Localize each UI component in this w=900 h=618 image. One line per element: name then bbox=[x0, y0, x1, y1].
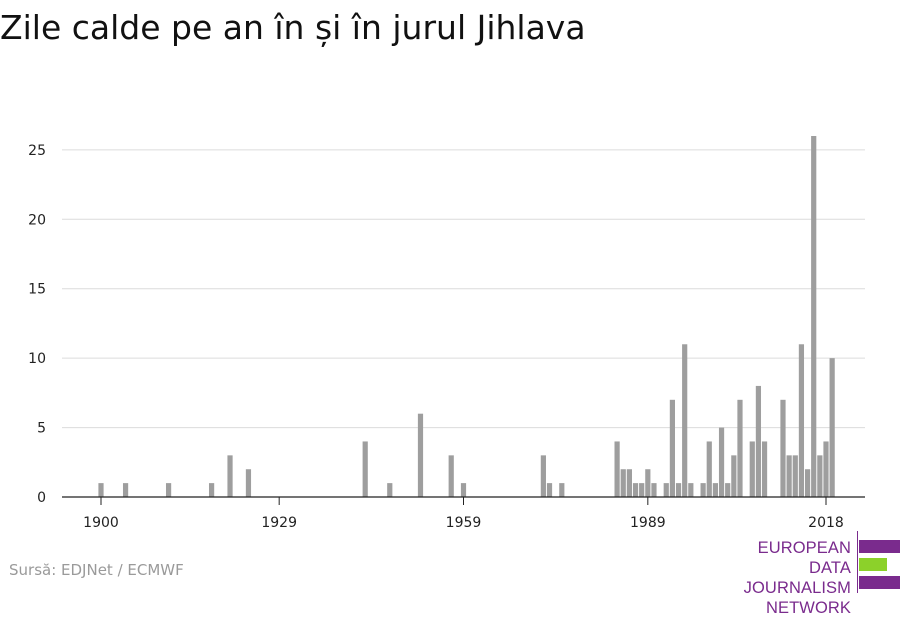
x-tick-label: 1989 bbox=[630, 515, 666, 531]
x-tick-label: 2018 bbox=[808, 515, 844, 531]
logo-line-2: DATA JOURNALISM bbox=[743, 559, 851, 597]
y-tick-label: 25 bbox=[28, 143, 46, 159]
y-tick-label: 15 bbox=[28, 282, 46, 298]
bar bbox=[737, 399, 743, 497]
bar bbox=[639, 483, 645, 497]
logo-line-1: EUROPEAN bbox=[757, 539, 851, 557]
bar bbox=[780, 399, 786, 497]
source-note: Sursă: EDJNet / ECMWF bbox=[9, 561, 184, 579]
logo-bar-2 bbox=[859, 558, 887, 571]
bar bbox=[362, 441, 368, 497]
bar bbox=[165, 483, 172, 497]
bar-chart: 0 5 10 15 20 25 1900 1929 1959 1989 2018 bbox=[28, 136, 865, 531]
logo-line-3: NETWORK bbox=[765, 599, 851, 617]
bar bbox=[227, 455, 233, 497]
bar bbox=[245, 469, 252, 497]
bar bbox=[712, 483, 719, 497]
bar bbox=[417, 413, 424, 497]
bar bbox=[823, 441, 829, 497]
x-tick-label: 1929 bbox=[261, 515, 297, 531]
gridlines bbox=[62, 149, 865, 429]
logo-bar-3 bbox=[859, 576, 900, 589]
bar bbox=[804, 469, 811, 497]
bar bbox=[798, 344, 805, 497]
bar bbox=[620, 469, 626, 497]
bar bbox=[706, 441, 712, 497]
x-tick-label: 1900 bbox=[83, 515, 119, 531]
bar bbox=[731, 455, 737, 497]
logo-bar-1 bbox=[859, 540, 900, 553]
bar bbox=[761, 441, 768, 497]
bar bbox=[669, 399, 675, 497]
y-tick-label: 20 bbox=[28, 212, 46, 228]
bar bbox=[122, 483, 129, 497]
bar bbox=[675, 483, 682, 497]
bar bbox=[460, 483, 467, 497]
bar bbox=[540, 455, 546, 497]
bar bbox=[749, 441, 755, 497]
bar bbox=[786, 455, 792, 497]
bar bbox=[614, 441, 620, 497]
bar bbox=[645, 469, 651, 497]
bar bbox=[387, 483, 393, 497]
bar bbox=[700, 483, 706, 497]
bar bbox=[725, 483, 731, 497]
bar bbox=[208, 483, 215, 497]
logo-divider bbox=[857, 531, 858, 593]
y-tick-label: 5 bbox=[37, 421, 46, 437]
y-tick-label: 10 bbox=[28, 351, 46, 367]
bar bbox=[448, 455, 454, 497]
x-tick-label: 1959 bbox=[446, 515, 482, 531]
bar bbox=[811, 136, 817, 497]
bar bbox=[98, 483, 104, 497]
bar bbox=[829, 358, 835, 497]
logo-text: EUROPEAN DATA JOURNALISM NETWORK bbox=[700, 538, 851, 618]
bar bbox=[626, 469, 632, 497]
bar bbox=[546, 483, 553, 497]
bar bbox=[792, 455, 798, 497]
bar bbox=[688, 483, 694, 497]
bar bbox=[682, 344, 688, 497]
bar bbox=[755, 385, 762, 497]
bar bbox=[632, 483, 639, 497]
bar bbox=[651, 483, 657, 497]
bar bbox=[718, 427, 725, 497]
bar bbox=[663, 483, 669, 497]
axes-group: 0 5 10 15 20 25 1900 1929 1959 1989 2018 bbox=[28, 143, 865, 531]
bars-group bbox=[98, 136, 835, 497]
bar bbox=[559, 483, 565, 497]
edjnet-logo: EUROPEAN DATA JOURNALISM NETWORK bbox=[700, 531, 900, 617]
bar bbox=[817, 455, 823, 497]
y-tick-label: 0 bbox=[37, 490, 46, 506]
chart-title: Zile calde pe an în și în jurul Jihlava bbox=[0, 8, 586, 47]
